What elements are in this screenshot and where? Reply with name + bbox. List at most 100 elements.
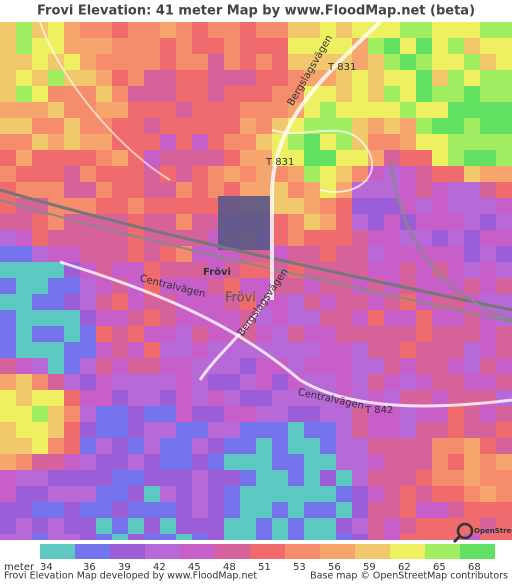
map-tile — [288, 70, 304, 86]
map-tile — [480, 422, 496, 438]
map-tile — [288, 438, 304, 454]
map-tile — [400, 54, 416, 70]
map-tile — [16, 54, 32, 70]
map-tile — [192, 326, 208, 342]
map-tile — [256, 70, 272, 86]
map-tile — [16, 438, 32, 454]
map-tile — [320, 22, 336, 38]
map-tile — [432, 198, 448, 214]
map-tile — [288, 406, 304, 422]
map-tile — [480, 534, 496, 540]
map-tile — [416, 262, 432, 278]
map-tile — [16, 134, 32, 150]
map-tile — [144, 262, 160, 278]
map-tile — [432, 342, 448, 358]
map-tile — [336, 246, 352, 262]
map-tile — [240, 134, 256, 150]
map-tile — [288, 390, 304, 406]
map-tile — [112, 86, 128, 102]
map-tile — [448, 390, 464, 406]
map-tile — [400, 486, 416, 502]
map-tile — [384, 38, 400, 54]
map-tile — [416, 534, 432, 540]
map-tile — [160, 182, 176, 198]
map-tile — [400, 406, 416, 422]
map-tile — [336, 358, 352, 374]
map-tile — [128, 246, 144, 262]
map-tile — [400, 102, 416, 118]
map-tile — [32, 150, 48, 166]
map-tile — [80, 406, 96, 422]
map-tile — [400, 454, 416, 470]
map-tile — [464, 374, 480, 390]
map-tile — [336, 534, 352, 540]
map-tile — [480, 502, 496, 518]
map-tile — [272, 502, 288, 518]
map-tile — [224, 166, 240, 182]
map-tile — [288, 294, 304, 310]
map-tile — [480, 118, 496, 134]
map-tile — [320, 470, 336, 486]
map-tile — [96, 54, 112, 70]
map-tile — [304, 502, 320, 518]
map-tile — [480, 54, 496, 70]
map-tile — [304, 342, 320, 358]
map-tile — [96, 358, 112, 374]
map-tile — [208, 166, 224, 182]
map-tile — [80, 358, 96, 374]
map-tile — [96, 134, 112, 150]
map-tile — [240, 470, 256, 486]
map-tile — [432, 518, 448, 534]
map-tile — [464, 278, 480, 294]
map-tile — [192, 134, 208, 150]
map-tile — [304, 278, 320, 294]
map-tile — [368, 230, 384, 246]
map-tile — [128, 374, 144, 390]
map-tile — [416, 358, 432, 374]
osm-logo: OpenStreetMap — [452, 522, 512, 544]
map-tile — [144, 214, 160, 230]
map-tile — [112, 102, 128, 118]
map-tile — [496, 390, 512, 406]
map-tile — [16, 278, 32, 294]
map-tile — [160, 38, 176, 54]
map-tile — [144, 102, 160, 118]
map-tile — [128, 502, 144, 518]
map-tile — [48, 486, 64, 502]
map-tile — [272, 326, 288, 342]
map-tile — [464, 534, 480, 540]
map-tile — [176, 150, 192, 166]
map-tile — [272, 486, 288, 502]
map-tile — [240, 454, 256, 470]
map-tile — [304, 70, 320, 86]
map-tile — [464, 134, 480, 150]
map-tile — [160, 422, 176, 438]
map-tile — [480, 454, 496, 470]
map-tile — [224, 470, 240, 486]
map-tile — [256, 390, 272, 406]
map-tile — [176, 278, 192, 294]
map-tile — [384, 22, 400, 38]
map-tile — [416, 454, 432, 470]
map-tile — [0, 534, 16, 540]
map-tile — [16, 470, 32, 486]
map-tile — [112, 486, 128, 502]
map-tile — [368, 262, 384, 278]
road-label: T 831 — [327, 62, 356, 73]
legend: meter 34 36 39 42 45 48 51 53 56 59 62 65 68 — [4, 544, 495, 573]
map-tile — [16, 486, 32, 502]
map-tile — [256, 406, 272, 422]
map-tile — [384, 326, 400, 342]
map-tile — [112, 294, 128, 310]
map-tile — [352, 342, 368, 358]
map-tile — [320, 102, 336, 118]
map-tile — [32, 534, 48, 540]
map-tile — [400, 358, 416, 374]
map-tile — [496, 534, 512, 540]
map-tile — [496, 278, 512, 294]
map-tile — [288, 150, 304, 166]
map-tile — [192, 486, 208, 502]
map-tile — [288, 486, 304, 502]
map-tile — [320, 342, 336, 358]
map-tile — [96, 294, 112, 310]
